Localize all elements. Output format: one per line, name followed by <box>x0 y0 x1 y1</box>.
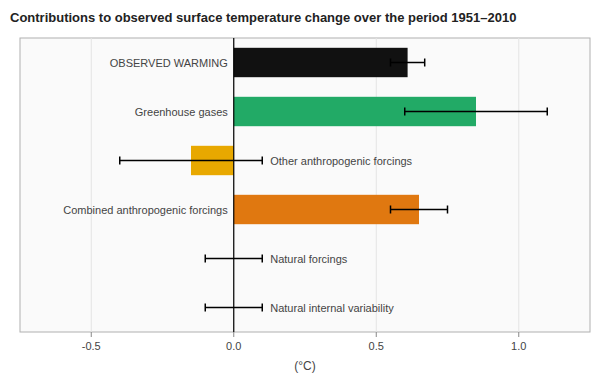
error-bar <box>391 59 425 67</box>
error-cap <box>390 206 392 214</box>
error-line <box>391 209 448 211</box>
error-bar <box>205 304 262 312</box>
error-cap <box>205 304 207 312</box>
category-label: OBSERVED WARMING <box>110 57 228 69</box>
error-line <box>205 258 262 260</box>
tick-label: 0.5 <box>369 340 384 352</box>
error-cap <box>547 108 549 116</box>
error-line <box>391 62 425 64</box>
error-cap <box>262 304 264 312</box>
plot-frame <box>20 38 590 332</box>
error-cap <box>119 157 121 165</box>
error-cap <box>424 59 426 67</box>
error-cap <box>447 206 449 214</box>
error-line <box>205 307 262 309</box>
category-label: Greenhouse gases <box>135 106 228 118</box>
error-bar <box>391 206 448 214</box>
tick-mark <box>91 332 92 337</box>
error-line <box>120 160 263 162</box>
error-cap <box>262 255 264 263</box>
tick-label: -0.5 <box>82 340 101 352</box>
grid-line <box>518 38 519 332</box>
category-label: Natural internal variability <box>270 302 394 314</box>
error-bar <box>405 108 548 116</box>
grid-line <box>376 38 377 332</box>
category-label: Combined anthropogenic forcings <box>63 204 228 216</box>
tick-label: 1.0 <box>511 340 526 352</box>
zero-line <box>233 38 234 332</box>
axis-label: (°C) <box>294 359 315 373</box>
grid-line <box>91 38 92 332</box>
category-label: Natural forcings <box>270 253 348 265</box>
error-cap <box>205 255 207 263</box>
tick-mark <box>518 332 519 337</box>
bar <box>234 195 419 224</box>
grid-line <box>233 38 234 332</box>
chart: -0.5 0.0 0.5 1.0 OBSERVED WARMING Greenhouse … <box>0 0 610 380</box>
tick-mark <box>233 332 234 337</box>
tick-mark <box>376 332 377 337</box>
title: Contributions to observed surface temper… <box>10 10 516 25</box>
category-label: Other anthropogenic forcings <box>270 155 412 167</box>
error-cap <box>390 59 392 67</box>
tick-label: 0.0 <box>226 340 241 352</box>
error-bar <box>205 255 262 263</box>
bar <box>234 48 408 77</box>
error-cap <box>404 108 406 116</box>
marks <box>120 38 548 332</box>
error-bar <box>120 157 263 165</box>
error-cap <box>262 157 264 165</box>
error-line <box>405 111 548 113</box>
